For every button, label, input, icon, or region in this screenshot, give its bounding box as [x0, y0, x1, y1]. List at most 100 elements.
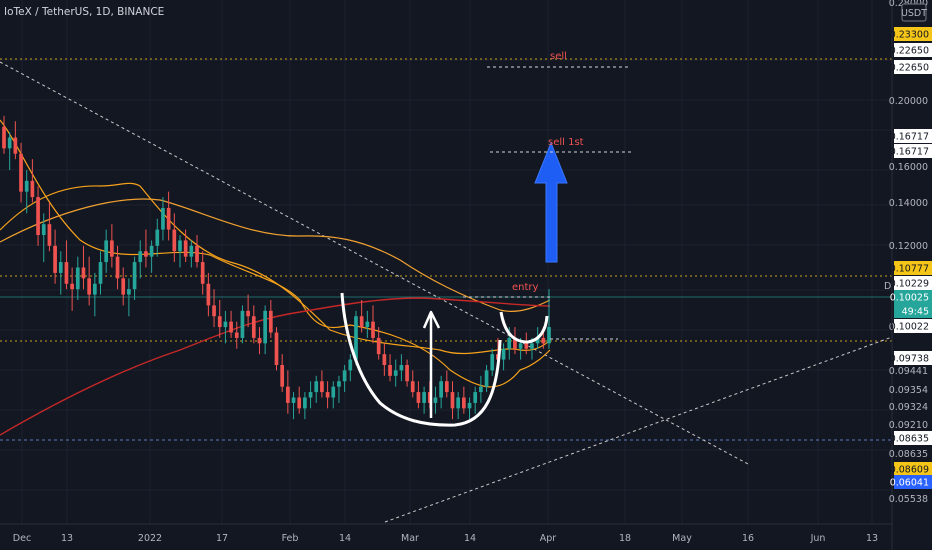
y-tick-label: 0.20000 [889, 96, 928, 107]
currency-tag-box [901, 3, 927, 22]
candle-body [263, 310, 267, 344]
candle-body [461, 397, 466, 409]
candle-body [132, 262, 137, 290]
candle-body [376, 337, 381, 355]
candle-body [405, 365, 409, 382]
x-tick-label: 13 [61, 533, 73, 544]
candles [2, 115, 551, 420]
price-tag: 0.10229 [890, 276, 932, 290]
candle-body [229, 321, 233, 333]
candle-body [450, 392, 455, 409]
candle-body [127, 289, 131, 295]
price-tag: 0.08609 [890, 462, 932, 476]
price-tag-label: 0.08609 [890, 465, 929, 476]
candle-body [320, 381, 324, 393]
candle-body [518, 343, 523, 349]
candle-body [178, 240, 182, 252]
price-tag-label: 0.10229 [890, 279, 929, 290]
candle-body [13, 137, 18, 154]
price-tag: 0.22650 [890, 43, 932, 57]
price-tag: 0.09738 [890, 351, 932, 365]
candle-body [490, 354, 495, 371]
candle-body [87, 278, 92, 295]
candle-body [410, 381, 415, 393]
x-axis-bg [0, 524, 932, 550]
candle-body [433, 397, 438, 403]
candle-body [382, 354, 387, 365]
candle-body [98, 262, 103, 284]
grid [0, 0, 892, 524]
candle-body [331, 386, 336, 398]
candle-body [19, 153, 23, 192]
price-tag-label: 0.23300 [890, 30, 929, 41]
candle-body [291, 397, 296, 403]
y-tick-label: 0.09354 [889, 385, 928, 396]
y-tick-label: 0.09324 [889, 402, 928, 413]
candle-body [422, 392, 426, 403]
candle-body [513, 337, 517, 349]
annotation-label: sell 1st [548, 137, 584, 148]
candle-body [81, 267, 86, 279]
candle-body [393, 370, 398, 376]
candle-body [7, 137, 12, 149]
handle-drawing [499, 311, 549, 344]
y-tick-label: 0.09210 [889, 420, 928, 431]
x-tick-label: Dec [13, 533, 31, 544]
price-tag-box [894, 144, 932, 158]
x-tick-label: 17 [216, 533, 228, 544]
blue-target-arrow [534, 141, 568, 263]
candle-body [535, 337, 540, 344]
annotation-label: entry [512, 282, 539, 293]
ma-slow-line [0, 297, 551, 436]
up-arrow-drawing [422, 310, 441, 418]
candle-body [217, 316, 222, 328]
trendline-ascending [384, 336, 893, 523]
price-tag-label: 0.22650 [890, 63, 929, 74]
candle-body [479, 386, 483, 393]
x-tick-label: Jun [810, 533, 826, 544]
moving-averages [0, 119, 551, 436]
price-tag-label: 0.10777 [890, 264, 929, 275]
candle-body [166, 207, 171, 230]
candle-body [439, 381, 443, 398]
d-marker: D [884, 281, 891, 292]
price-tag: 0.16717 [890, 144, 932, 158]
candle-body [53, 245, 57, 273]
candle-body [149, 245, 154, 257]
y-tick-label: 0.09441 [889, 366, 928, 377]
price-tag-box [894, 129, 932, 143]
price-tag-label: 0.08635 [890, 434, 929, 445]
x-tick-label: 14 [339, 533, 351, 544]
price-tag-label: 0.06041 [890, 478, 929, 489]
candle-body [30, 180, 35, 198]
cup-drawing [340, 292, 502, 427]
x-axis: Dec 13 2022 17 Feb 14 Mar 14 Apr 18 May 16 Jun 13 [0, 523, 932, 550]
price-tag: 0.23300 [890, 27, 932, 41]
candle-body [274, 332, 279, 365]
price-tag-label: 0.22650 [890, 46, 929, 57]
currency-tag-label: USDT [901, 8, 927, 19]
candle-body [365, 321, 370, 328]
trendlines [0, 61, 893, 523]
candle-body [223, 321, 228, 328]
candle-body [206, 283, 211, 306]
candle-body [110, 240, 114, 257]
candle-body [115, 256, 120, 279]
x-tick-label: 18 [619, 533, 631, 544]
x-tick-label: Apr [540, 533, 557, 544]
x-tick-label: Mar [401, 533, 419, 544]
candle-body [144, 251, 148, 257]
candle-body [268, 310, 273, 333]
candle-body [212, 305, 216, 317]
price-tag: 0.22650 [890, 60, 932, 74]
candle-body [121, 278, 126, 295]
candle-body [399, 365, 404, 371]
x-tick-label: May [672, 533, 692, 544]
price-tag-label: 0.10022 [890, 322, 929, 333]
candle-body [359, 316, 364, 328]
price-tag: 0.06041 [890, 475, 932, 489]
price-tag: 0.16717 [890, 129, 932, 143]
price-tag-label: 49:45 [902, 307, 929, 318]
candle-body [47, 224, 52, 246]
